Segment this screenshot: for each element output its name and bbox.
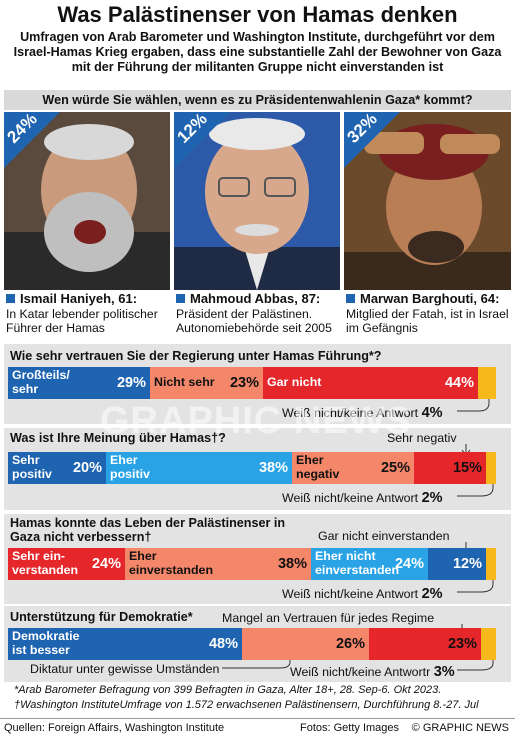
blue-square-icon <box>346 294 355 303</box>
footer: Quellen: Foreign Affairs, Washington Ins… <box>0 718 515 738</box>
candidate-name: Ismail Haniyeh, 61: <box>20 291 138 306</box>
dk-arrow-4 <box>457 660 494 671</box>
candidate-abbas: Mahmoud Abbas, 87: Präsident der Palästi… <box>176 291 342 336</box>
seg-rather-disagree: Eher nicht einverstanden 24% <box>311 548 428 580</box>
bar-democracy: Demokratie ist besser 48% 26% 23% <box>8 628 496 660</box>
dk-trust: Weiß nicht/keine Antwort 4% <box>282 405 443 421</box>
dk-improve: Weiß nicht/keine Antwort 2% <box>282 586 443 602</box>
badge-haniyeh: 24% <box>4 112 60 168</box>
dk-label: Weiß nicht/keine Antwort <box>282 587 419 601</box>
candidate-haniyeh: Ismail Haniyeh, 61: In Katar lebender po… <box>6 291 172 336</box>
seg-label: Eher nicht einverstanden <box>315 549 400 577</box>
seg-label: Demokratie ist besser <box>12 629 80 657</box>
seg-value: 26% <box>335 636 365 652</box>
candidate-name: Mahmoud Abbas, 87: <box>190 291 321 306</box>
seg-value: 38% <box>277 556 307 572</box>
seg-value: 12% <box>452 556 482 572</box>
badge-barghouti: 32% <box>344 112 400 168</box>
footnote-1: *Arab Barometer Befragung von 399 Befrag… <box>14 684 442 696</box>
seg-value: 25% <box>380 460 410 476</box>
seg-label: Sehr positiv <box>12 453 52 481</box>
seg-democracy-dk <box>481 628 496 660</box>
photo-abbas <box>174 112 340 290</box>
seg-rather-agree: Eher einverstanden 38% <box>125 548 311 580</box>
photo-haniyeh <box>4 112 170 290</box>
dk-opinion: Weiß nicht/keine Antwort 2% <box>282 490 443 506</box>
seg-value: 48% <box>208 636 238 652</box>
seg-value: 15% <box>452 460 482 476</box>
seg-opinion-dk <box>486 452 496 484</box>
watermark: GRAPHIC NEWS <box>100 400 412 442</box>
seg-trust-dk <box>478 367 496 399</box>
dk-label: Weiß nicht/keine Antwort <box>282 491 419 505</box>
bar-improve: Sehr ein- verstanden 24% Eher einverstan… <box>8 548 496 580</box>
seg-label: Großteils/ sehr <box>12 368 70 396</box>
dk-label: Weiß nicht/keine Antwort <box>282 406 419 420</box>
dk-arrow-2 <box>457 484 494 497</box>
seg-label: Sehr ein- verstanden <box>12 549 79 577</box>
dk-value: 3% <box>433 664 455 680</box>
seg-trust-mid: Nicht sehr 23% <box>150 367 263 399</box>
very-negative-label: Sehr negativ <box>387 431 457 445</box>
footer-copyright: © GRAPHIC NEWS <box>411 722 509 734</box>
candidate-desc: Präsident der Palästinen. Autonomiebehör… <box>176 306 332 336</box>
seg-value: 24% <box>91 556 121 572</box>
blue-square-icon <box>176 294 185 303</box>
seg-label: Eher negativ <box>296 453 340 481</box>
seg-very-negative: 15% <box>414 452 486 484</box>
dk-value: 2% <box>421 586 443 602</box>
footer-photos: Fotos: Getty Images <box>300 722 400 734</box>
question-header: Wen würde Sie wählen, wenn es zu Präside… <box>4 90 511 110</box>
blue-square-icon <box>6 294 15 303</box>
seg-label: Nicht sehr <box>154 375 215 389</box>
seg-dictatorship: 26% <box>242 628 369 660</box>
seg-strongly-agree: Sehr ein- verstanden 24% <box>8 548 125 580</box>
photo-barghouti <box>344 112 511 290</box>
candidate-name: Marwan Barghouti, 64: <box>360 291 500 306</box>
seg-trust-none: Gar nicht 44% <box>263 367 478 399</box>
seg-value: 29% <box>116 375 146 391</box>
dk-value: 2% <box>421 490 443 506</box>
seg-very-positive: Sehr positiv 20% <box>8 452 106 484</box>
seg-label: Eher positiv <box>110 453 150 481</box>
seg-rather-negative: Eher negativ 25% <box>292 452 414 484</box>
seg-trust-high: Großteils/ sehr 29% <box>8 367 150 399</box>
seg-value: 24% <box>394 556 424 572</box>
section-opinion-title: Was ist Ihre Meinung über Hamas†? <box>10 431 226 445</box>
mistrust-label: Mangel an Vertrauen für jedes Regime <box>222 611 435 625</box>
section-improve-title: Hamas konnte das Leben der Palästinenser… <box>10 516 286 544</box>
not-agree-label: Gar nicht einverstanden <box>318 529 450 543</box>
dk-arrow-1 <box>457 399 490 412</box>
candidate-desc: In Katar lebender politischer Führer der… <box>6 306 158 336</box>
seg-label: Eher einverstanden <box>129 549 214 577</box>
badge-abbas: 12% <box>174 112 230 168</box>
seg-strongly-disagree: 12% <box>428 548 486 580</box>
seg-value: 20% <box>72 460 102 476</box>
seg-mistrust: 23% <box>369 628 481 660</box>
footer-sources: Quellen: Foreign Affairs, Washington Ins… <box>4 722 225 734</box>
page-title: Was Palästinenser von Hamas denken <box>57 2 458 27</box>
seg-value: 38% <box>258 460 288 476</box>
dk-arrow-3 <box>457 580 494 593</box>
subtitle: Umfragen von Arab Barometer und Washingt… <box>13 30 502 74</box>
bar-opinion: Sehr positiv 20% Eher positiv 38% Eher n… <box>8 452 496 484</box>
bar-trust: Großteils/ sehr 29% Nicht sehr 23% Gar n… <box>8 367 496 399</box>
seg-value: 23% <box>447 636 477 652</box>
seg-democracy-better: Demokratie ist besser 48% <box>8 628 242 660</box>
candidate-barghouti: Marwan Barghouti, 64: Mitglied der Fatah… <box>346 291 512 336</box>
seg-value: 23% <box>229 375 259 391</box>
seg-improve-dk <box>486 548 496 580</box>
seg-label: Gar nicht <box>267 375 322 389</box>
dk-label: Weiß nicht/keine Antwortr <box>290 665 431 679</box>
seg-rather-positive: Eher positiv 38% <box>106 452 292 484</box>
footnote-2: †Washington InstituteUmfrage von 1.572 e… <box>14 699 479 711</box>
seg-value: 44% <box>444 375 474 391</box>
dictatorship-label: Diktatur unter gewisse Umständen <box>30 662 220 676</box>
section-trust-title: Wie sehr vertrauen Sie der Regierung unt… <box>10 349 382 363</box>
candidate-desc: Mitglied der Fatah, ist in Israel im Gef… <box>346 306 509 336</box>
dk-value: 4% <box>421 405 443 421</box>
dk-democracy: Weiß nicht/keine Antwortr 3% <box>290 664 455 680</box>
section-democracy-title: Unterstützung für Demokratie* <box>10 610 193 624</box>
dictatorship-arrow <box>222 660 291 669</box>
